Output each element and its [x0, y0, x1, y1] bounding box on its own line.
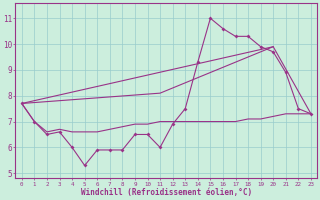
X-axis label: Windchill (Refroidissement éolien,°C): Windchill (Refroidissement éolien,°C)	[81, 188, 252, 197]
